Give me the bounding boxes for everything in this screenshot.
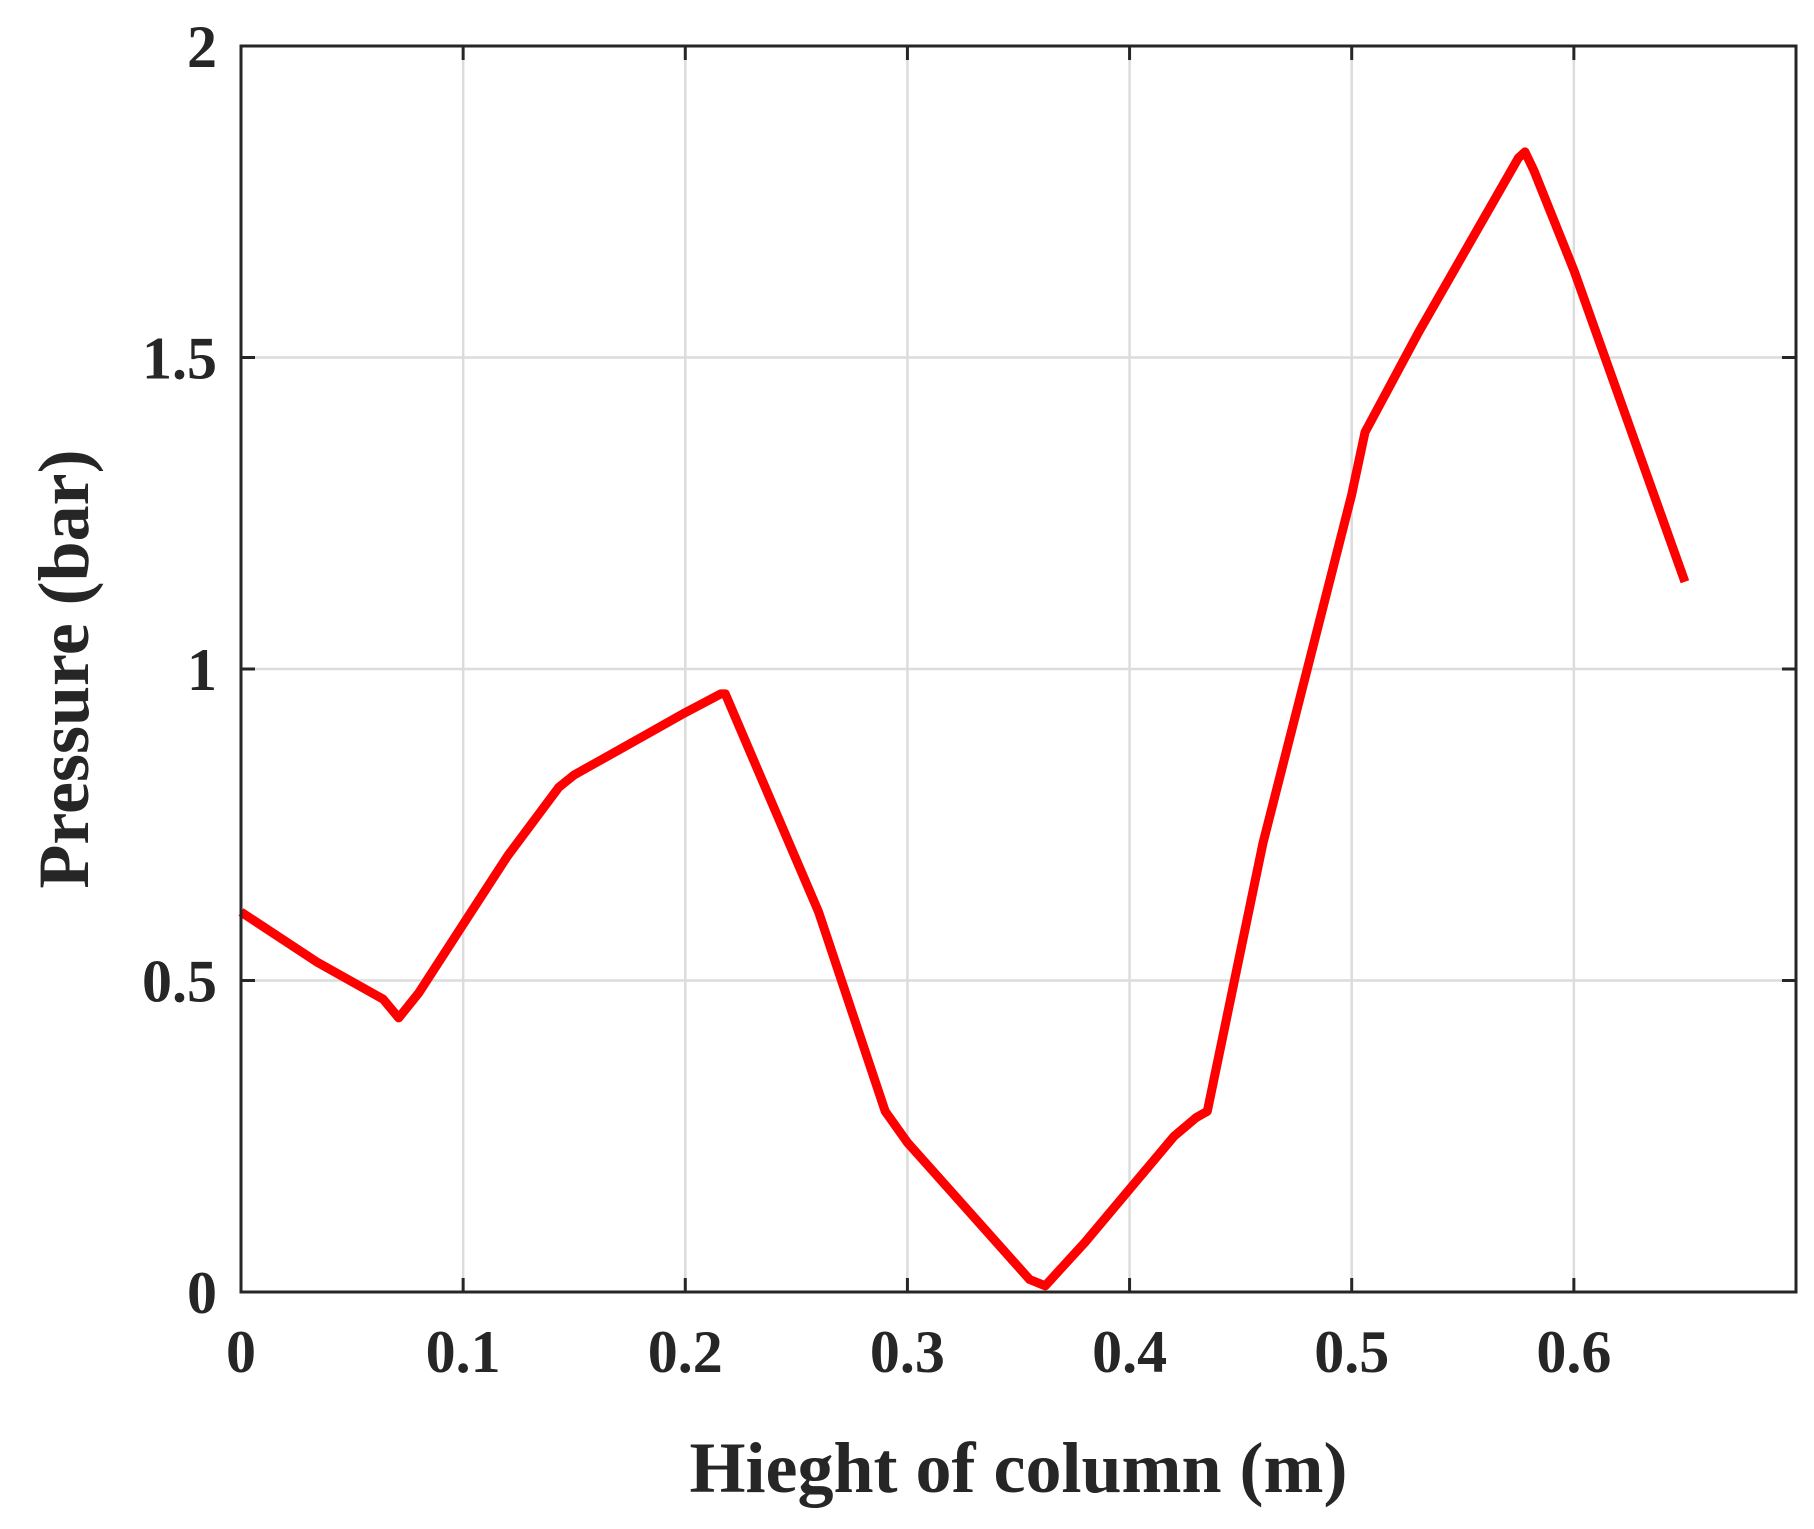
- x-axis-title: Hieght of column (m): [690, 1428, 1348, 1508]
- y-tick-label: 0: [187, 1260, 217, 1326]
- x-tick-label: 0.1: [426, 1319, 501, 1385]
- x-tick-label: 0.3: [870, 1319, 945, 1385]
- grid-lines: [241, 46, 1796, 1292]
- x-tick-label: 0.2: [648, 1319, 723, 1385]
- y-tick-label: 1.5: [142, 326, 217, 392]
- x-tick-label: 0.6: [1536, 1319, 1611, 1385]
- y-axis-tick-labels: 0 0.5 1 1.5 2: [142, 14, 217, 1326]
- axis-ticks: [239, 44, 1796, 1294]
- y-tick-label: 2: [187, 14, 217, 80]
- x-axis-tick-labels: 0 0.1 0.2 0.3 0.4 0.5 0.6: [226, 1319, 1611, 1385]
- x-tick-label: 0.5: [1314, 1319, 1389, 1385]
- x-tick-label: 0.4: [1092, 1319, 1167, 1385]
- y-tick-label: 1: [187, 637, 217, 703]
- x-tick-label: 0: [226, 1319, 256, 1385]
- series-layer: [238, 147, 1690, 1291]
- series-line-0: [238, 147, 1690, 1291]
- y-tick-label: 0.5: [142, 949, 217, 1015]
- y-axis-title: Pressure (bar): [24, 449, 104, 888]
